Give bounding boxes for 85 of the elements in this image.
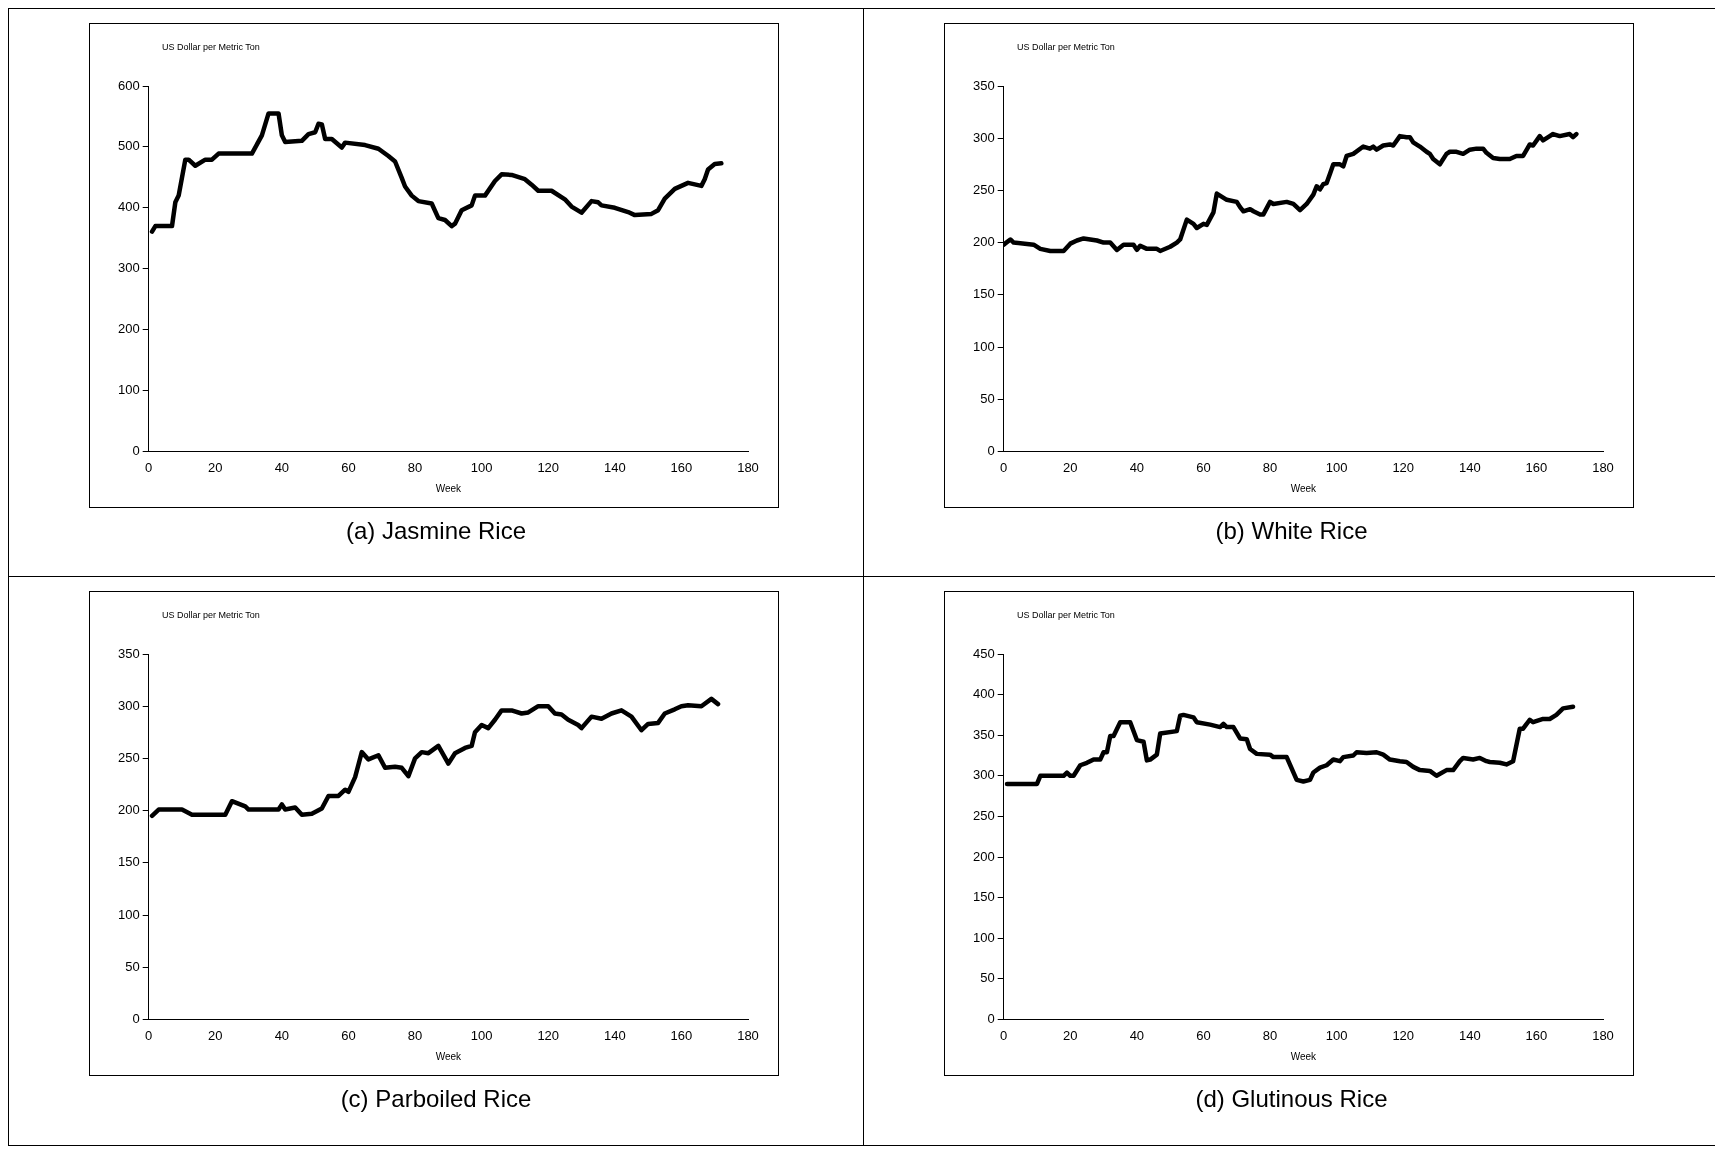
text: (a) Jasmine Rice: [344, 517, 527, 545]
y-tick-label: 50: [125, 958, 140, 974]
y-axis-title: US Dollar per Metric Ton: [162, 42, 260, 52]
x-tick-label: 100: [1325, 1027, 1348, 1043]
x-tick-label: 120: [537, 1027, 560, 1043]
y-axis-title: US Dollar per Metric Ton: [1017, 610, 1115, 620]
x-tick-label: 40: [1129, 1027, 1145, 1043]
y-axis-title: US Dollar per Metric Ton: [1017, 42, 1115, 52]
x-tick-label: 180: [1592, 1027, 1614, 1043]
x-tick-label: 160: [1525, 1027, 1548, 1043]
y-tick-label: 150: [972, 889, 995, 905]
x-axis-title: Week: [1290, 1050, 1318, 1062]
x-tick-label: 140: [603, 459, 626, 475]
x-tick-label: 20: [208, 459, 223, 475]
x-tick-label: 20: [208, 1027, 223, 1043]
y-tick-label: 250: [117, 749, 140, 765]
x-tick-label: 120: [1392, 459, 1415, 475]
y-tick-label: 200: [972, 234, 995, 250]
y-tick-label: 400: [117, 199, 140, 215]
x-tick-label: 20: [1063, 1027, 1078, 1043]
x-tick-label: 100: [470, 459, 493, 475]
x-tick-label: 60: [341, 459, 356, 475]
y-tick-label: 200: [117, 321, 140, 337]
y-tick-label: 200: [972, 848, 995, 864]
x-tick-label: 180: [737, 459, 759, 475]
y-tick-label: 0: [987, 442, 995, 458]
y-axis-title: US Dollar per Metric Ton: [162, 610, 260, 620]
x-tick-label: 80: [1262, 459, 1278, 475]
x-tick-label: 100: [1325, 459, 1348, 475]
y-tick-label: 0: [132, 1010, 140, 1026]
x-tick-label: 40: [274, 459, 290, 475]
y-tick-label: 150: [117, 854, 140, 870]
text: (b) White Rice: [1214, 517, 1369, 545]
x-tick-label: 80: [1262, 1027, 1278, 1043]
y-tick-label: 150: [972, 286, 995, 302]
x-tick-label: 80: [407, 459, 423, 475]
y-tick-label: 0: [132, 442, 140, 458]
y-tick-label: 350: [972, 77, 995, 93]
y-tick-label: 100: [972, 929, 995, 945]
y-tick-label: 0: [987, 1010, 995, 1026]
y-tick-label: 200: [117, 802, 140, 818]
x-tick-label: 160: [670, 1027, 693, 1043]
y-tick-label: 300: [972, 129, 995, 145]
x-tick-label: 0: [1000, 459, 1008, 475]
y-tick-label: 500: [117, 138, 140, 154]
x-tick-label: 0: [145, 459, 153, 475]
x-tick-label: 60: [1196, 1027, 1211, 1043]
y-tick-label: 300: [117, 697, 140, 713]
y-tick-label: 450: [972, 645, 995, 661]
x-tick-label: 0: [1000, 1027, 1008, 1043]
text: (c) Parboiled Rice: [339, 1085, 533, 1113]
x-axis-title: Week: [435, 1050, 463, 1062]
x-tick-label: 160: [1525, 459, 1548, 475]
x-tick-label: 60: [341, 1027, 356, 1043]
x-tick-label: 60: [1196, 459, 1211, 475]
y-tick-label: 250: [972, 807, 995, 823]
y-tick-label: 50: [980, 970, 995, 986]
x-tick-label: 120: [1392, 1027, 1415, 1043]
x-tick-label: 140: [603, 1027, 626, 1043]
x-axis-title: Week: [1290, 482, 1318, 494]
y-tick-label: 100: [972, 338, 995, 354]
y-tick-label: 300: [972, 767, 995, 783]
x-tick-label: 40: [1129, 459, 1145, 475]
x-tick-label: 40: [274, 1027, 290, 1043]
text: (d) Glutinous Rice: [1194, 1085, 1389, 1113]
x-tick-label: 0: [145, 1027, 153, 1043]
y-tick-label: 50: [980, 390, 995, 406]
y-tick-label: 400: [972, 686, 995, 702]
x-tick-label: 140: [1458, 459, 1481, 475]
y-tick-label: 250: [972, 181, 995, 197]
x-tick-label: 80: [407, 1027, 423, 1043]
x-tick-label: 20: [1063, 459, 1078, 475]
y-tick-label: 100: [117, 382, 140, 398]
x-axis-title: Week: [435, 482, 463, 494]
x-tick-label: 100: [470, 1027, 493, 1043]
y-tick-label: 350: [117, 645, 140, 661]
y-tick-label: 350: [972, 726, 995, 742]
x-tick-label: 140: [1458, 1027, 1481, 1043]
x-tick-label: 160: [670, 459, 693, 475]
y-tick-label: 100: [117, 906, 140, 922]
x-tick-label: 180: [1592, 459, 1614, 475]
y-tick-label: 600: [117, 77, 140, 93]
x-tick-label: 120: [537, 459, 560, 475]
y-tick-label: 300: [117, 260, 140, 276]
x-tick-label: 180: [737, 1027, 759, 1043]
